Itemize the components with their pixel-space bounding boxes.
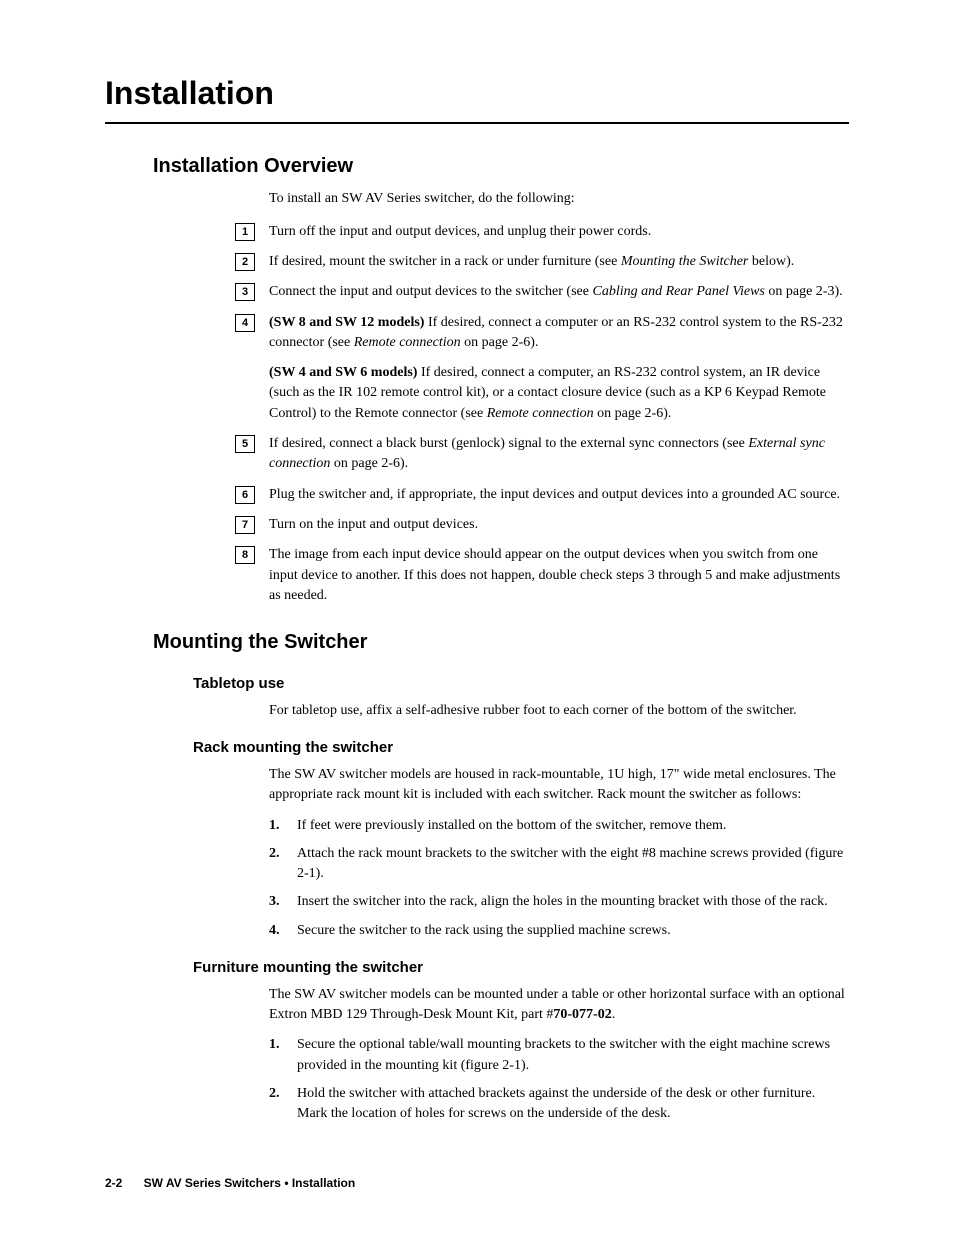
step-number-box: 3 — [235, 283, 255, 301]
list-number: 1. — [269, 816, 297, 836]
step-text: Turn on the input and output devices. — [269, 515, 849, 535]
step-text-link: Cabling and Rear Panel Views — [592, 284, 764, 299]
step-5: 5If desired, connect a black burst (genl… — [269, 434, 849, 475]
step-text-pre: If desired, connect a black burst (genlo… — [269, 436, 748, 451]
step-7: 7Turn on the input and output devices. — [269, 515, 849, 535]
step-bold-prefix: (SW 4 and SW 6 models) — [269, 365, 417, 380]
list-number: 4. — [269, 921, 297, 941]
step-text: (SW 4 and SW 6 models) If desired, conne… — [269, 363, 849, 424]
step-text-pre: If desired, mount the switcher in a rack… — [269, 254, 621, 269]
step-number-box: 2 — [235, 253, 255, 271]
page-footer: 2-2 SW AV Series Switchers • Installatio… — [105, 1174, 355, 1193]
step-text: Turn off the input and output devices, a… — [269, 222, 849, 242]
step-number-box: 1 — [235, 223, 255, 241]
heading-installation-overview: Installation Overview — [153, 152, 849, 181]
chapter-title: Installation — [105, 70, 849, 124]
step-text: Plug the switcher and, if appropriate, t… — [269, 485, 849, 505]
furniture-para-post: . — [612, 1007, 616, 1022]
step-number-box: 6 — [235, 486, 255, 504]
rack-item: 3.Insert the switcher into the rack, ali… — [269, 892, 849, 912]
list-number: 3. — [269, 892, 297, 912]
heading-tabletop: Tabletop use — [193, 673, 849, 695]
footer-chapter: SW AV Series Switchers • Installation — [144, 1176, 356, 1190]
step-text-link: Remote connection — [487, 406, 594, 421]
heading-furniture: Furniture mounting the switcher — [193, 957, 849, 979]
tabletop-para: For tabletop use, affix a self-adhesive … — [269, 701, 849, 721]
list-text: Secure the optional table/wall mounting … — [297, 1035, 849, 1076]
step-text-post: on page 2-6). — [330, 456, 408, 471]
rack-item: 1.If feet were previously installed on t… — [269, 816, 849, 836]
step-3: 3Connect the input and output devices to… — [269, 282, 849, 302]
step-number-box: 4 — [235, 314, 255, 332]
step-number-box: 8 — [235, 546, 255, 564]
rack-item: 2.Attach the rack mount brackets to the … — [269, 844, 849, 885]
step-text: If desired, connect a black burst (genlo… — [269, 434, 849, 475]
step-extra: (SW 4 and SW 6 models) If desired, conne… — [269, 363, 849, 424]
list-number: 1. — [269, 1035, 297, 1076]
furniture-para: The SW AV switcher models can be mounted… — [269, 985, 849, 1026]
step-text-post: on page 2-3). — [765, 284, 843, 299]
list-text: Hold the switcher with attached brackets… — [297, 1084, 849, 1125]
list-text: Attach the rack mount brackets to the sw… — [297, 844, 849, 885]
step-4: 4(SW 8 and SW 12 models) If desired, con… — [269, 313, 849, 354]
step-text: (SW 8 and SW 12 models) If desired, conn… — [269, 313, 849, 354]
step-8: 8The image from each input device should… — [269, 545, 849, 606]
step-text: Connect the input and output devices to … — [269, 282, 849, 302]
furniture-item: 2.Hold the switcher with attached bracke… — [269, 1084, 849, 1125]
step-text-link: Mounting the Switcher — [621, 254, 749, 269]
furniture-part-number: 70-077-02 — [553, 1007, 611, 1022]
list-number: 2. — [269, 1084, 297, 1125]
heading-mounting: Mounting the Switcher — [153, 628, 849, 657]
step-text-post: on page 2-6). — [594, 406, 672, 421]
overview-intro: To install an SW AV Series switcher, do … — [269, 189, 849, 209]
step-text-pre: Connect the input and output devices to … — [269, 284, 592, 299]
step-text-post: on page 2-6). — [461, 335, 539, 350]
step-text: If desired, mount the switcher in a rack… — [269, 252, 849, 272]
step-text-link: Remote connection — [354, 335, 461, 350]
list-number: 2. — [269, 844, 297, 885]
list-text: If feet were previously installed on the… — [297, 816, 849, 836]
page-number: 2-2 — [105, 1176, 122, 1190]
step-text-post: below). — [748, 254, 794, 269]
list-text: Insert the switcher into the rack, align… — [297, 892, 849, 912]
step-1: 1Turn off the input and output devices, … — [269, 222, 849, 242]
step-number-box: 5 — [235, 435, 255, 453]
step-bold-prefix: (SW 8 and SW 12 models) — [269, 315, 424, 330]
step-text: The image from each input device should … — [269, 545, 849, 606]
heading-rack: Rack mounting the switcher — [193, 737, 849, 759]
rack-item: 4.Secure the switcher to the rack using … — [269, 921, 849, 941]
step-2: 2If desired, mount the switcher in a rac… — [269, 252, 849, 272]
step-6: 6Plug the switcher and, if appropriate, … — [269, 485, 849, 505]
step-number-box: 7 — [235, 516, 255, 534]
furniture-item: 1.Secure the optional table/wall mountin… — [269, 1035, 849, 1076]
list-text: Secure the switcher to the rack using th… — [297, 921, 849, 941]
rack-para: The SW AV switcher models are housed in … — [269, 765, 849, 806]
